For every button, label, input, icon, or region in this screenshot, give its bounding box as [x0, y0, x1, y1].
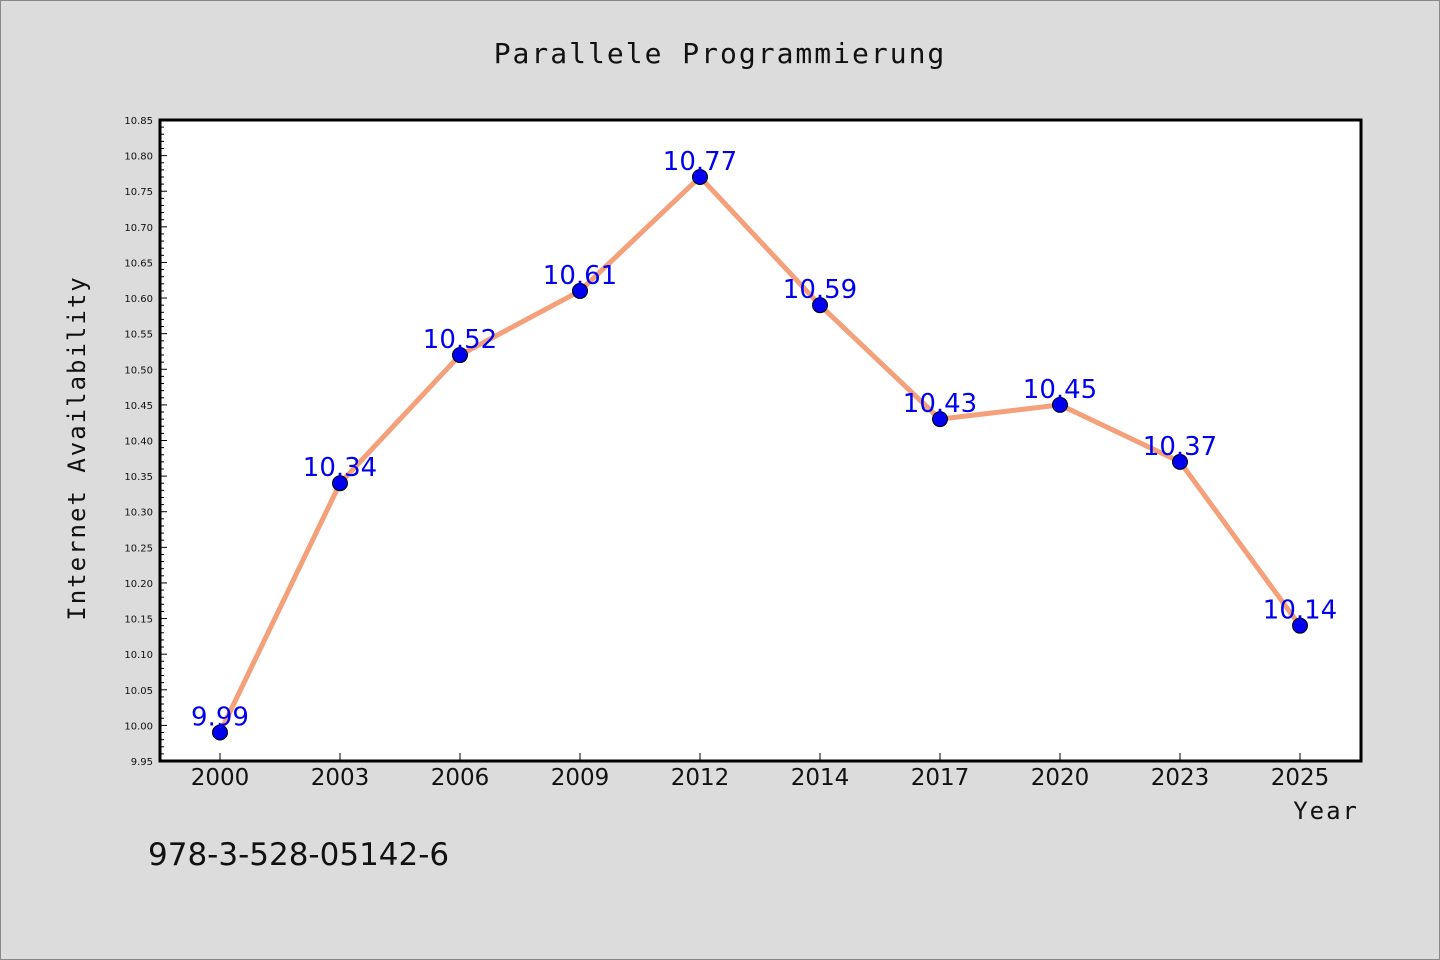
y-tick-label: 10.65: [124, 258, 153, 269]
plot-area: [158, 118, 1363, 763]
data-labels: 9.99 10.34 10.52 10.61 10.77 10.59 10.43 10.45 1…: [191, 147, 1337, 733]
data-label: 10.52: [423, 325, 497, 355]
data-point: [452, 347, 468, 364]
y-tick-label: 10.30: [124, 508, 153, 519]
y-tick-label: 10.60: [124, 294, 153, 305]
y-axis-label: Internet Availability: [63, 275, 91, 620]
data-label: 10.59: [783, 275, 857, 305]
y-tick-label: 10.00: [124, 721, 153, 732]
y-tick-label: 10.70: [124, 223, 153, 234]
data-point: [812, 297, 828, 314]
x-tick-label: 2000: [191, 765, 250, 791]
x-tick-label: 2003: [311, 765, 370, 791]
data-point: [212, 724, 228, 741]
x-tick-label: 2023: [1151, 765, 1210, 791]
data-point: [692, 168, 708, 185]
chart-title: Parallele Programmierung: [494, 37, 947, 70]
y-axis-ticks: 9.95 10.00 10.05 10.10 10.15 10.20 10.25 10.30 1…: [124, 116, 167, 768]
data-label: 10.45: [1023, 375, 1097, 405]
y-tick-label: 10.50: [124, 365, 153, 376]
x-tick-label: 2012: [671, 765, 730, 791]
data-label: 10.14: [1263, 596, 1337, 626]
data-point: [932, 411, 948, 428]
data-label: 9.99: [191, 703, 249, 733]
x-tick-label: 2020: [1031, 765, 1090, 791]
data-point: [1292, 617, 1308, 634]
y-tick-label: 9.95: [131, 757, 153, 768]
data-label: 10.37: [1143, 432, 1217, 462]
x-axis-ticks: 2000 2003 2006 2009 2012 2014 2017 2020 2023 2025: [191, 753, 1330, 791]
data-label: 10.61: [543, 261, 617, 291]
data-point: [1172, 453, 1188, 470]
data-label: 10.34: [303, 453, 377, 483]
x-tick-label: 2014: [791, 765, 850, 791]
data-point: [572, 282, 588, 299]
x-tick-label: 2025: [1271, 765, 1330, 791]
data-label: 10.43: [903, 389, 977, 419]
y-tick-label: 10.55: [124, 330, 153, 341]
x-tick-label: 2006: [431, 765, 490, 791]
data-point: [332, 475, 348, 492]
y-tick-label: 10.75: [124, 187, 153, 198]
data-label: 10.77: [663, 147, 737, 177]
y-tick-label: 10.20: [124, 579, 153, 590]
data-point: [1052, 396, 1068, 413]
x-tick-label: 2009: [551, 765, 610, 791]
y-tick-label: 10.80: [124, 152, 153, 163]
data-markers: [212, 168, 1308, 741]
x-axis-label: Year: [1293, 797, 1359, 825]
x-tick-label: 2017: [911, 765, 970, 791]
y-tick-label: 10.25: [124, 543, 153, 554]
y-tick-label: 10.45: [124, 401, 153, 412]
y-tick-label: 10.15: [124, 615, 153, 626]
y-tick-label: 10.40: [124, 437, 153, 448]
y-tick-label: 10.35: [124, 472, 153, 483]
y-tick-label: 10.05: [124, 686, 153, 697]
series-line: [217, 174, 1303, 736]
isbn-text: 978-3-528-05142-6: [148, 837, 449, 873]
y-tick-label: 10.10: [124, 650, 153, 661]
y-tick-label: 10.85: [124, 116, 153, 127]
series-lines: [217, 174, 1303, 736]
